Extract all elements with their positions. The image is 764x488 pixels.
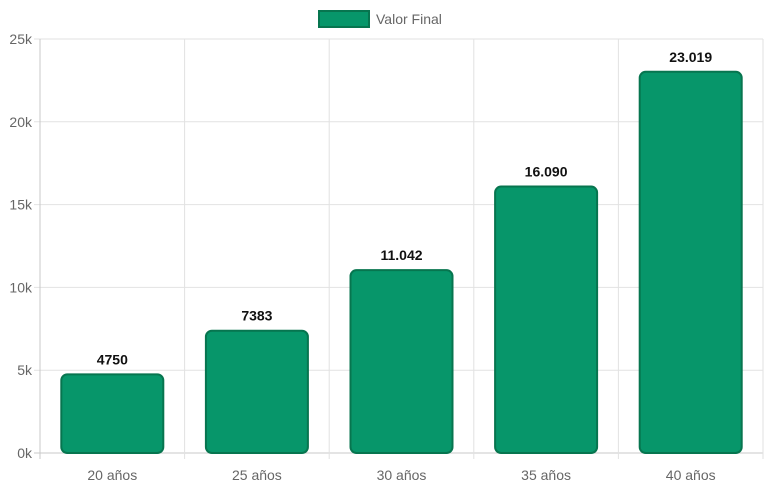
bars bbox=[60, 70, 743, 455]
x-axis-ticks: 20 años 25 años 30 años 35 años 40 años bbox=[87, 467, 715, 483]
data-label: 11.042 bbox=[380, 247, 422, 263]
bar[interactable] bbox=[60, 373, 165, 454]
y-tick-label: 15k bbox=[9, 197, 33, 213]
data-labels: 4750 7383 11.042 16.090 23.019 bbox=[97, 49, 713, 368]
y-tick-label: 10k bbox=[9, 279, 33, 295]
y-tick-label: 25k bbox=[9, 31, 33, 47]
y-axis-ticks: 0k 5k 10k 15k 20k 25k bbox=[9, 31, 33, 461]
data-label: 23.019 bbox=[669, 49, 712, 65]
x-tick-label: 20 años bbox=[87, 467, 137, 483]
bar[interactable] bbox=[638, 70, 743, 454]
y-tick-label: 0k bbox=[17, 445, 33, 461]
grid-lines bbox=[34, 38, 764, 459]
bar[interactable] bbox=[349, 269, 454, 454]
legend[interactable]: Valor Final bbox=[318, 10, 442, 28]
bar[interactable] bbox=[204, 329, 309, 454]
x-tick-label: 40 años bbox=[666, 467, 716, 483]
data-label: 7383 bbox=[241, 308, 272, 324]
legend-label[interactable]: Valor Final bbox=[376, 11, 442, 27]
x-tick-label: 30 años bbox=[377, 467, 427, 483]
data-label: 4750 bbox=[97, 351, 128, 367]
y-tick-label: 20k bbox=[9, 114, 33, 130]
legend-swatch[interactable] bbox=[318, 10, 370, 28]
data-label: 16.090 bbox=[525, 164, 568, 180]
bar[interactable] bbox=[494, 185, 599, 455]
x-tick-label: 35 años bbox=[521, 467, 571, 483]
x-tick-label: 25 años bbox=[232, 467, 282, 483]
y-tick-label: 5k bbox=[17, 362, 33, 378]
